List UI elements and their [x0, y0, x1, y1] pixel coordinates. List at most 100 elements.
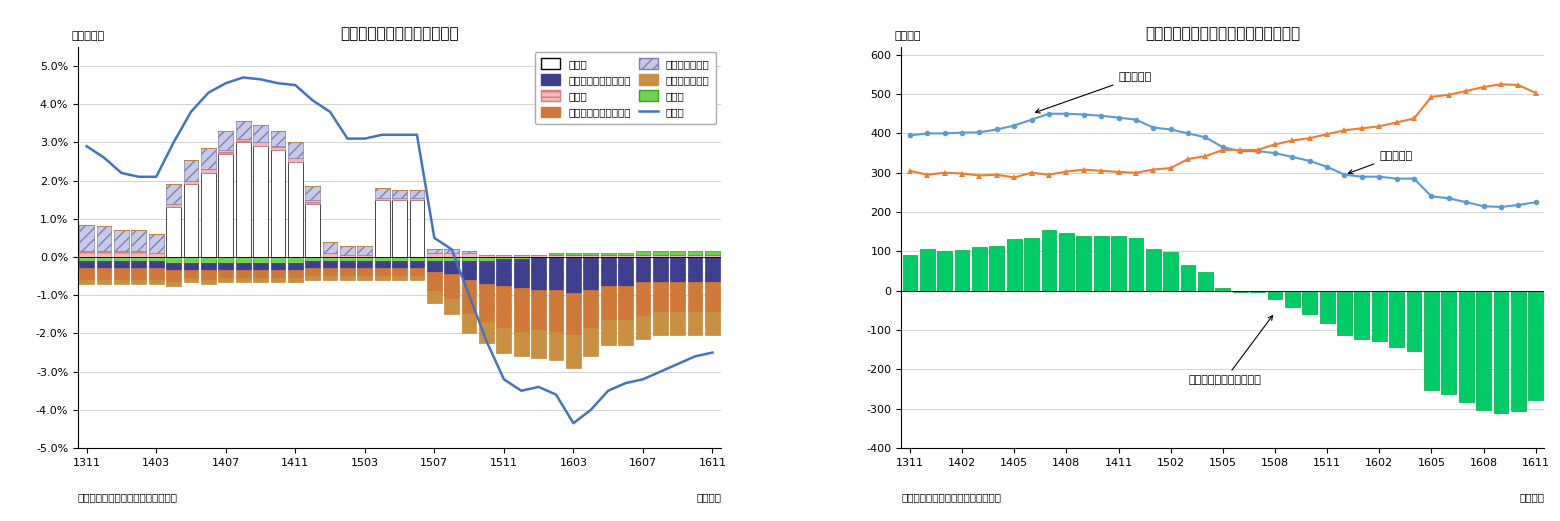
Bar	[184, 270, 198, 278]
Bar	[479, 257, 495, 261]
Bar	[532, 255, 546, 257]
Bar	[1128, 238, 1143, 291]
Bar	[920, 250, 934, 291]
Bar	[131, 261, 147, 268]
Bar	[236, 270, 251, 278]
Bar	[989, 245, 1005, 291]
Bar	[80, 225, 94, 251]
Bar	[306, 257, 320, 261]
Bar	[374, 261, 390, 268]
Bar	[1320, 291, 1334, 324]
Bar	[549, 253, 563, 255]
Bar	[705, 257, 719, 282]
Bar	[479, 261, 495, 284]
Bar	[114, 261, 129, 268]
Bar	[357, 276, 373, 280]
Bar	[618, 320, 633, 345]
Bar	[97, 261, 111, 268]
Bar	[513, 257, 529, 259]
Bar	[340, 245, 354, 255]
Bar	[671, 313, 685, 336]
Bar	[496, 255, 512, 257]
Bar	[340, 261, 354, 268]
Text: （資料）日本銀行「企業物価指数」: （資料）日本銀行「企業物価指数」	[902, 492, 1002, 502]
Bar	[289, 257, 303, 263]
Bar	[306, 200, 320, 204]
Bar	[97, 268, 111, 280]
Bar	[549, 257, 563, 290]
Bar	[938, 252, 952, 291]
Bar	[270, 278, 285, 282]
Bar	[955, 250, 969, 291]
Bar	[1076, 235, 1090, 291]
Bar	[566, 253, 580, 255]
Bar	[253, 125, 268, 142]
Bar	[236, 121, 251, 139]
Bar	[583, 253, 597, 255]
Bar	[1285, 291, 1299, 307]
Bar	[218, 270, 232, 278]
Bar	[654, 255, 668, 257]
Bar	[462, 261, 476, 280]
Bar	[131, 230, 147, 251]
Bar	[374, 257, 390, 261]
Bar	[131, 257, 147, 261]
Bar	[148, 234, 164, 253]
Bar	[705, 313, 719, 336]
Bar	[688, 282, 702, 313]
Text: （月次）: （月次）	[1519, 492, 1544, 502]
Bar	[392, 190, 407, 198]
Bar	[1493, 291, 1509, 414]
Bar	[167, 184, 181, 204]
Bar	[513, 288, 529, 331]
Bar	[97, 257, 111, 261]
Bar	[462, 257, 476, 261]
Bar	[80, 257, 94, 261]
Bar	[427, 272, 441, 291]
Bar	[253, 278, 268, 282]
Bar	[410, 276, 424, 280]
Bar	[148, 253, 164, 257]
Bar	[496, 286, 512, 328]
Bar	[671, 251, 685, 255]
Bar	[167, 207, 181, 257]
Bar	[148, 280, 164, 284]
Bar	[340, 268, 354, 276]
Bar	[532, 290, 546, 330]
Bar	[671, 282, 685, 313]
Title: 国内企業物価指数の上昇・下落品目数: 国内企業物価指数の上昇・下落品目数	[1145, 27, 1301, 42]
Bar	[167, 263, 181, 270]
Bar	[479, 322, 495, 343]
Bar	[374, 200, 390, 257]
Bar	[479, 255, 495, 257]
Bar	[1181, 265, 1195, 291]
Bar	[289, 263, 303, 270]
Bar	[270, 146, 285, 150]
Bar	[201, 173, 215, 257]
Bar	[671, 255, 685, 257]
Bar	[1424, 291, 1438, 390]
Bar	[323, 276, 337, 280]
Text: （資料）日本銀行「企業物価指数」: （資料）日本銀行「企業物価指数」	[78, 492, 178, 502]
Bar	[1250, 291, 1265, 292]
Bar	[635, 251, 651, 255]
Bar	[618, 257, 633, 286]
Bar	[218, 278, 232, 282]
Bar	[167, 257, 181, 263]
Bar	[549, 255, 563, 257]
Bar	[340, 257, 354, 261]
Bar	[114, 251, 129, 257]
Bar	[236, 257, 251, 263]
Title: 国内企業物価指数の要因分解: 国内企業物価指数の要因分解	[340, 27, 459, 42]
Bar	[97, 251, 111, 257]
Bar	[306, 261, 320, 268]
Bar	[601, 257, 616, 286]
Bar	[618, 253, 633, 255]
Bar	[601, 320, 616, 345]
Bar	[618, 286, 633, 320]
Bar	[236, 142, 251, 257]
Bar	[671, 257, 685, 282]
Bar	[583, 257, 597, 290]
Bar	[306, 276, 320, 280]
Bar	[972, 247, 987, 291]
